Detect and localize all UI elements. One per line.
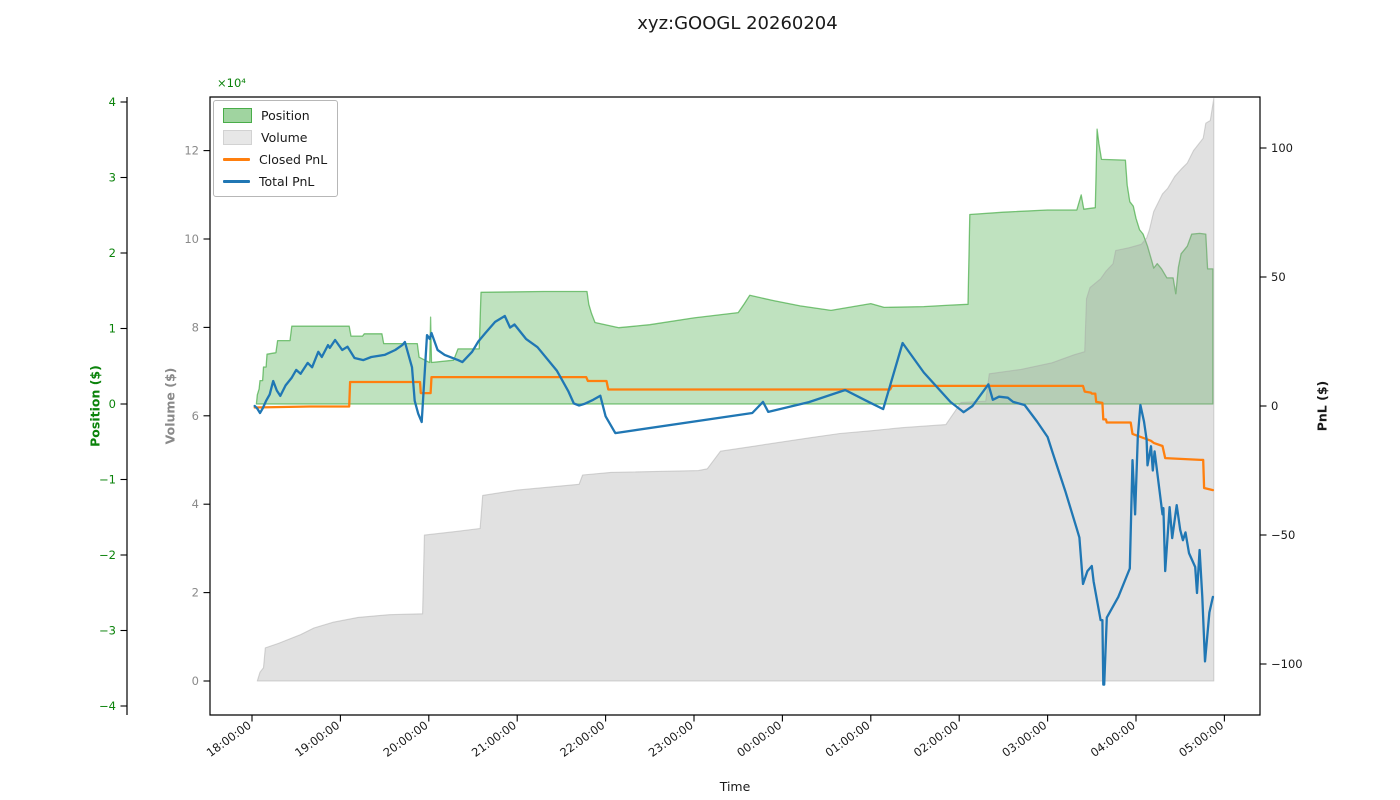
axes-frame [209, 96, 1261, 716]
legend-label: Closed PnL [259, 152, 328, 167]
chart-title: xyz:GOOGL 20260204 [637, 13, 838, 34]
volume-tick-label: 10 [184, 232, 199, 246]
legend-label: Volume [261, 130, 308, 145]
legend-label: Total PnL [259, 174, 315, 189]
time-axis-label: Time [719, 779, 751, 794]
series-position [255, 128, 1214, 405]
time-tick-label: 05:00:00 [1176, 718, 1226, 760]
legend: Position Volume Closed PnL Total PnL [213, 100, 339, 197]
volume-tick-label: 4 [192, 497, 199, 511]
time-tick-label: 02:00:00 [911, 718, 961, 760]
volume-tick-label: 2 [192, 586, 199, 600]
series-closed-pnl [253, 375, 1215, 492]
total-pnl-swatch [223, 180, 250, 183]
position-tick-label: 1 [109, 322, 116, 336]
time-tick-label: 03:00:00 [999, 718, 1049, 760]
pnl-axis-label: PnL ($) [1314, 380, 1330, 432]
time-tick-label: 23:00:00 [646, 718, 696, 760]
legend-item-total-pnl: Total PnL [223, 174, 327, 189]
time-tick-label: 19:00:00 [292, 718, 342, 760]
pnl-tick-label: 0 [1271, 399, 1278, 413]
volume-swatch [223, 130, 252, 145]
time-tick-label: 18:00:00 [204, 718, 254, 760]
volume-tick-label: 6 [192, 409, 199, 423]
legend-item-closed-pnl: Closed PnL [223, 152, 327, 167]
series-total-pnl [253, 314, 1215, 686]
pnl-tick-label: 100 [1271, 141, 1293, 155]
time-tick-label: 00:00:00 [734, 718, 784, 760]
time-tick-label: 22:00:00 [557, 718, 607, 760]
volume-axis-offset-text: ×10⁴ [217, 76, 246, 90]
volume-tick-label: 8 [192, 320, 199, 334]
time-tick-label: 01:00:00 [823, 718, 873, 760]
volume-tick-label: 0 [192, 674, 199, 688]
legend-item-position: Position [223, 108, 327, 123]
position-tick-label: −3 [99, 624, 116, 638]
time-tick-label: 04:00:00 [1088, 718, 1138, 760]
volume-tick-label: 12 [184, 144, 199, 158]
position-tick-label: 4 [109, 95, 116, 109]
position-swatch [223, 108, 252, 123]
position-tick-label: 3 [109, 171, 116, 185]
position-tick-label: 2 [109, 246, 116, 260]
time-tick-label: 21:00:00 [469, 718, 519, 760]
position-axis-label: Position ($) [87, 365, 103, 447]
position-tick-label: −1 [99, 473, 116, 487]
legend-item-volume: Volume [223, 130, 327, 145]
volume-axis-label: Volume ($) [162, 367, 178, 445]
pnl-tick-label: −100 [1271, 657, 1303, 671]
time-tick-label: 20:00:00 [381, 718, 431, 760]
closed-pnl-swatch [223, 158, 250, 161]
series-volume [256, 97, 1215, 682]
pnl-tick-label: −50 [1271, 528, 1295, 542]
pnl-tick-label: 50 [1271, 270, 1286, 284]
position-tick-label: −2 [99, 548, 116, 562]
position-tick-label: 0 [109, 397, 116, 411]
legend-label: Position [261, 108, 310, 123]
position-tick-label: −4 [99, 699, 116, 713]
